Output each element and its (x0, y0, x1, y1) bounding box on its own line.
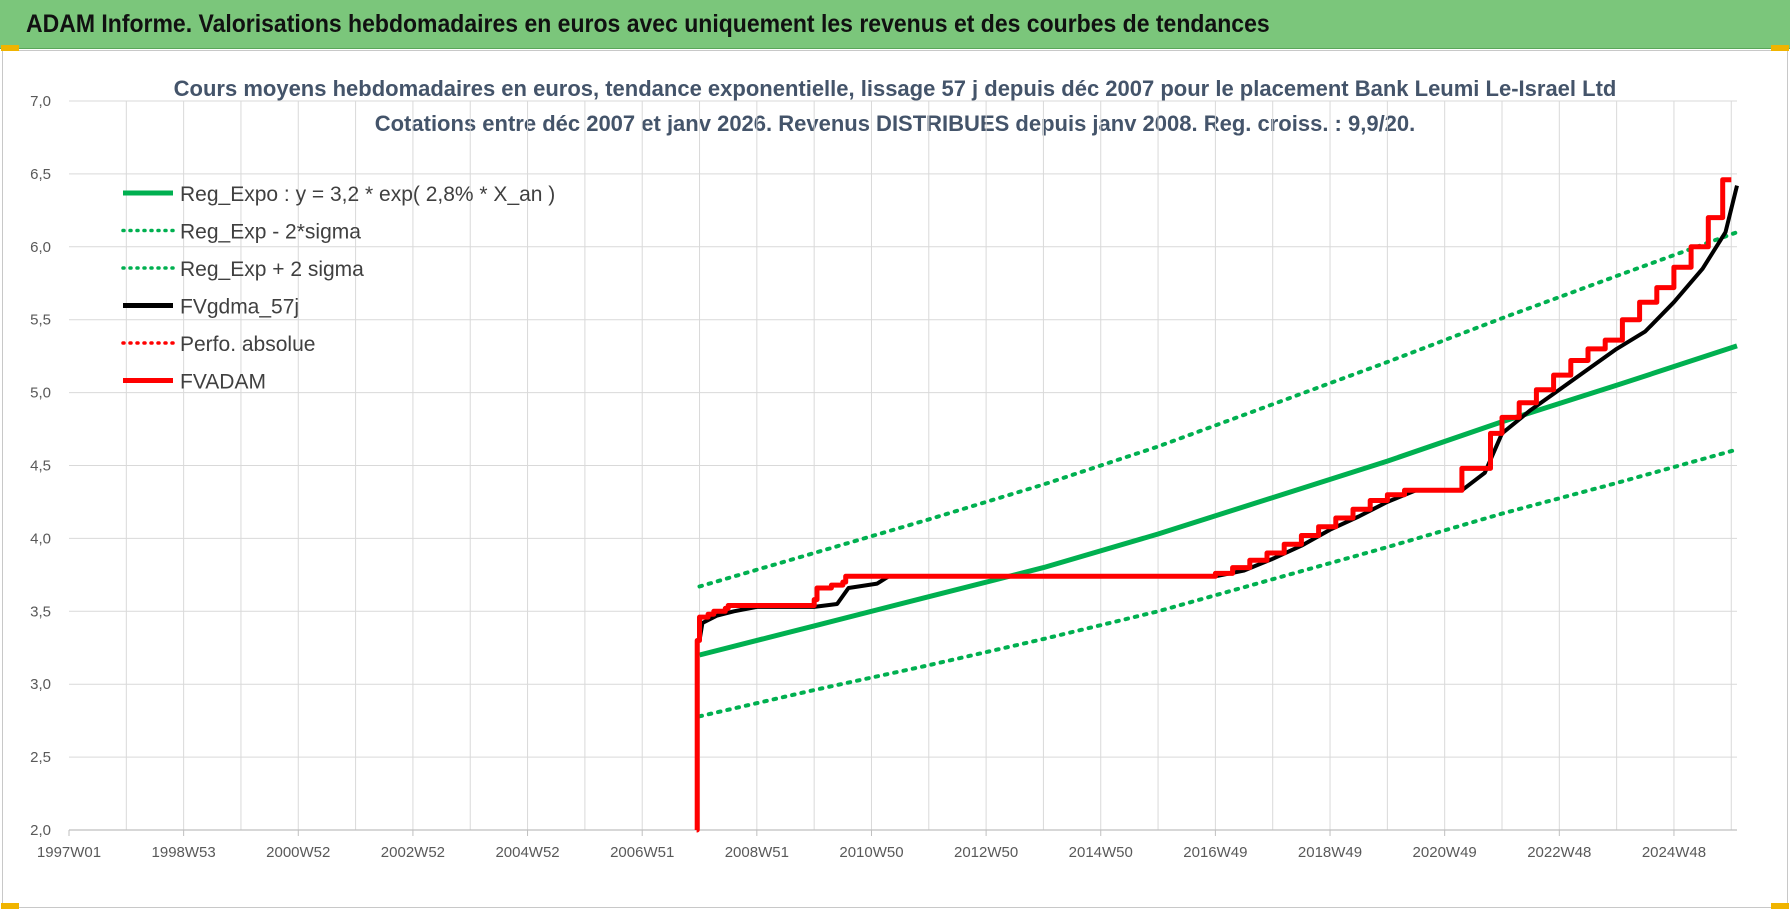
x-tick-label: 2024W48 (1642, 844, 1706, 861)
x-tick-label: 2004W52 (495, 844, 559, 861)
x-tick-label: 2006W51 (610, 844, 674, 861)
frame-corner-marker (1, 45, 19, 51)
legend-entry-label: FVgdma_57j (180, 296, 299, 319)
x-tick-label: 2022W48 (1527, 844, 1591, 861)
x-tick-label: 2018W49 (1298, 844, 1362, 861)
data-series (694, 177, 1739, 833)
frame-corner-marker (1771, 45, 1789, 51)
series-line (697, 447, 1739, 719)
x-tick-label: 2008W51 (725, 844, 789, 861)
y-tick-label: 2,5 (30, 749, 51, 766)
y-tick-label: 6,5 (30, 166, 51, 183)
x-tick-label: 1997W01 (37, 844, 101, 861)
frame-corner-marker (1771, 903, 1789, 909)
y-tick-label: 5,0 (30, 385, 51, 402)
x-tick-label: 2020W49 (1413, 844, 1477, 861)
y-tick-label: 3,0 (30, 676, 51, 693)
x-tick-label: 1998W53 (152, 844, 216, 861)
y-tick-label: 3,5 (30, 603, 51, 620)
legend-entry-label: FVADAM (180, 371, 266, 394)
legend-entry-label: Reg_Expo : y = 3,2 * exp( 2,8% * X_an ) (180, 183, 555, 206)
legend-entry-label: Reg_Exp - 2*sigma (180, 221, 361, 244)
legend: Reg_Expo : y = 3,2 * exp( 2,8% * X_an ) R… (121, 183, 555, 394)
report-title: ADAM Informe. Valorisations hebdomadaire… (26, 10, 1270, 38)
legend-entry-label: Reg_Exp + 2 sigma (180, 258, 364, 281)
report-banner: ADAM Informe. Valorisations hebdomadaire… (0, 0, 1790, 49)
y-tick-label: 7,0 (30, 93, 51, 110)
y-tick-label: 4,5 (30, 458, 51, 475)
y-tick-label: 2,0 (30, 822, 51, 839)
x-tick-label: 2012W50 (954, 844, 1018, 861)
axes: 2,0 2,5 3,0 3,5 4,0 4,5 5,0 5,5 6,0 6,5 7,0 1997W01… (30, 93, 1737, 861)
x-tick-label: 2010W50 (839, 844, 903, 861)
series-line (698, 343, 1738, 658)
y-tick-label: 5,5 (30, 312, 51, 329)
legend-entry-label: Perfo. absolue (180, 333, 315, 356)
x-tick-label: 2016W49 (1183, 844, 1247, 861)
chart-frame (1, 45, 1789, 909)
x-tick-label: 2014W50 (1069, 844, 1133, 861)
chart-subtitle: Cotations entre déc 2007 et janv 2026. R… (375, 111, 1416, 136)
series-line (694, 177, 1732, 833)
series-line (697, 230, 1739, 589)
frame-corner-marker (1, 903, 19, 909)
x-tick-label: 2000W52 (266, 844, 330, 861)
y-tick-label: 6,0 (30, 239, 51, 256)
y-tick-label: 4,0 (30, 530, 51, 547)
chart-title: Cours moyens hebdomadaires en euros, ten… (174, 76, 1617, 101)
x-tick-label: 2002W52 (381, 844, 445, 861)
